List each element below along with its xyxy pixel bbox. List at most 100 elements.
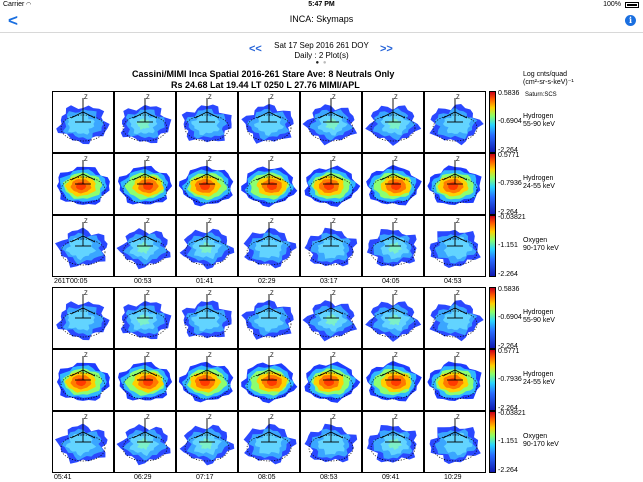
coordinate-axis-line: [256, 431, 270, 439]
coordinate-axis-line: [268, 173, 282, 181]
skymap-intensity-layer: [191, 308, 220, 332]
saturn-limb-outline: [370, 372, 416, 400]
skymap-panel: Z: [114, 349, 176, 411]
coordinate-axis-line: [194, 307, 208, 315]
z-axis-label: Z: [270, 157, 274, 163]
skymap-panel: Z: [52, 287, 114, 349]
time-label: 08:05: [258, 474, 276, 481]
coordinate-axis-line: [392, 307, 406, 315]
z-axis-label: Z: [332, 353, 336, 359]
colorbar-max-label: -0.03821: [498, 410, 526, 417]
time-label: 08:53: [320, 474, 338, 481]
coordinate-axis-line: [330, 369, 344, 377]
z-axis-label: Z: [84, 157, 88, 163]
previous-day-button[interactable]: <<: [249, 43, 262, 55]
saturn-limb-outline: [246, 176, 292, 204]
colorbar: [489, 287, 496, 349]
colorbar: [489, 349, 496, 411]
skymap-intensity-layer: [387, 118, 402, 130]
skymap-panel: Z: [300, 287, 362, 349]
saturn-limb-outline: [60, 310, 106, 338]
colorbar-min-label: -2.264: [498, 467, 518, 474]
plot-subtitle: Rs 24.68 Lat 19.44 LT 0250 L 27.76 MIMI/…: [171, 80, 360, 90]
coordinate-axis-line: [194, 235, 208, 243]
coordinate-axis-line: [194, 369, 208, 377]
coordinate-axis-line: [206, 307, 220, 315]
coordinate-axis-line: [132, 111, 146, 119]
z-axis-label: Z: [208, 353, 212, 359]
colorbar: [489, 411, 496, 473]
z-axis-label: Z: [456, 415, 460, 421]
skymap-intensity-layer: [442, 308, 472, 330]
z-axis-label: Z: [270, 291, 274, 297]
z-axis-label: Z: [208, 157, 212, 163]
species-name: Hydrogen: [523, 371, 554, 378]
coordinate-axis-line: [380, 111, 394, 119]
colorbar-max-label: -0.03821: [498, 214, 526, 221]
species-name: Hydrogen: [523, 175, 554, 182]
next-day-button[interactable]: >>: [380, 43, 393, 55]
coordinate-axis-line: [132, 431, 146, 439]
skymap-intensity-layer: [67, 113, 95, 135]
skymap-intensity-layer: [317, 433, 345, 455]
z-axis-label: Z: [394, 353, 398, 359]
saturn-limb-outline: [370, 434, 416, 462]
colorbar-units: Log cnts/quad (cm²-sr-s-keV)⁻¹: [523, 71, 574, 87]
coordinate-axis-line: [70, 173, 84, 181]
saturn-limb-outline: [308, 238, 354, 266]
skymap-panel: Z: [52, 349, 114, 411]
coordinate-axis-line: [206, 369, 220, 377]
coordinate-axis-line: [268, 307, 282, 315]
time-label: 03:17: [320, 278, 338, 285]
units-line-1: Log cnts/quad: [523, 71, 567, 78]
skymap-panel: Z: [300, 215, 362, 277]
skymap-grid-first: Z Z Z Z Z Z Z Z Z Z Z Z Z Z Z Z Z Z Z Z Z 261T00:05 00:53 01:41…: [52, 91, 488, 285]
info-icon[interactable]: i: [625, 15, 636, 26]
saturn-limb-outline: [60, 238, 106, 266]
saturn-limb-outline: [246, 372, 292, 400]
coordinate-axis-line: [318, 111, 332, 119]
saturn-limb-outline: [308, 114, 354, 142]
skymap-panel: Z: [424, 153, 486, 215]
z-axis-label: Z: [456, 157, 460, 163]
time-label: 261T00:05: [54, 278, 88, 285]
species-label: Oxygen 90-170 keV: [523, 433, 559, 449]
skymap-panel: Z: [300, 349, 362, 411]
time-label: 01:41: [196, 278, 214, 285]
species-energy: 24-55 keV: [523, 379, 555, 386]
coordinate-axis-line: [206, 173, 220, 181]
z-axis-label: Z: [456, 291, 460, 297]
saturn-limb-outline: [370, 310, 416, 338]
z-axis-label: Z: [208, 415, 212, 421]
coordinate-axis-line: [318, 369, 332, 377]
coordinate-axis-line: [392, 431, 406, 439]
coordinate-axis-line: [268, 369, 282, 377]
time-label: 00:53: [134, 278, 152, 285]
z-axis-label: Z: [146, 415, 150, 421]
skymap-intensity-layer: [317, 237, 345, 259]
coordinate-axis-line: [330, 173, 344, 181]
coordinate-axis-line: [442, 307, 456, 315]
z-axis-label: Z: [84, 353, 88, 359]
coordinate-axis-line: [256, 369, 270, 377]
coordinate-axis-line: [256, 235, 270, 243]
back-button[interactable]: <: [8, 11, 18, 30]
coordinate-axis-line: [256, 111, 270, 119]
z-axis-label: Z: [208, 219, 212, 225]
page-indicator[interactable]: ● ●: [0, 60, 643, 66]
skymap-panel: Z: [176, 215, 238, 277]
skymap-panel: Z: [300, 411, 362, 473]
coordinate-axis-line: [82, 307, 96, 315]
plot-count-label: Daily : 2 Plot(s): [294, 51, 349, 60]
page-dot-active[interactable]: ●: [315, 60, 321, 66]
skymap-panel: Z: [362, 411, 424, 473]
saturn-limb-outline: [184, 114, 230, 142]
colorbar-min-label: -2.264: [498, 271, 518, 278]
navigation-bar: < INCA: Skymaps i: [0, 10, 643, 33]
species-label: Oxygen 90-170 keV: [523, 237, 559, 253]
page-dot[interactable]: ●: [322, 60, 328, 66]
z-axis-label: Z: [84, 219, 88, 225]
coordinate-axis-line: [206, 431, 220, 439]
z-axis-label: Z: [146, 95, 150, 101]
